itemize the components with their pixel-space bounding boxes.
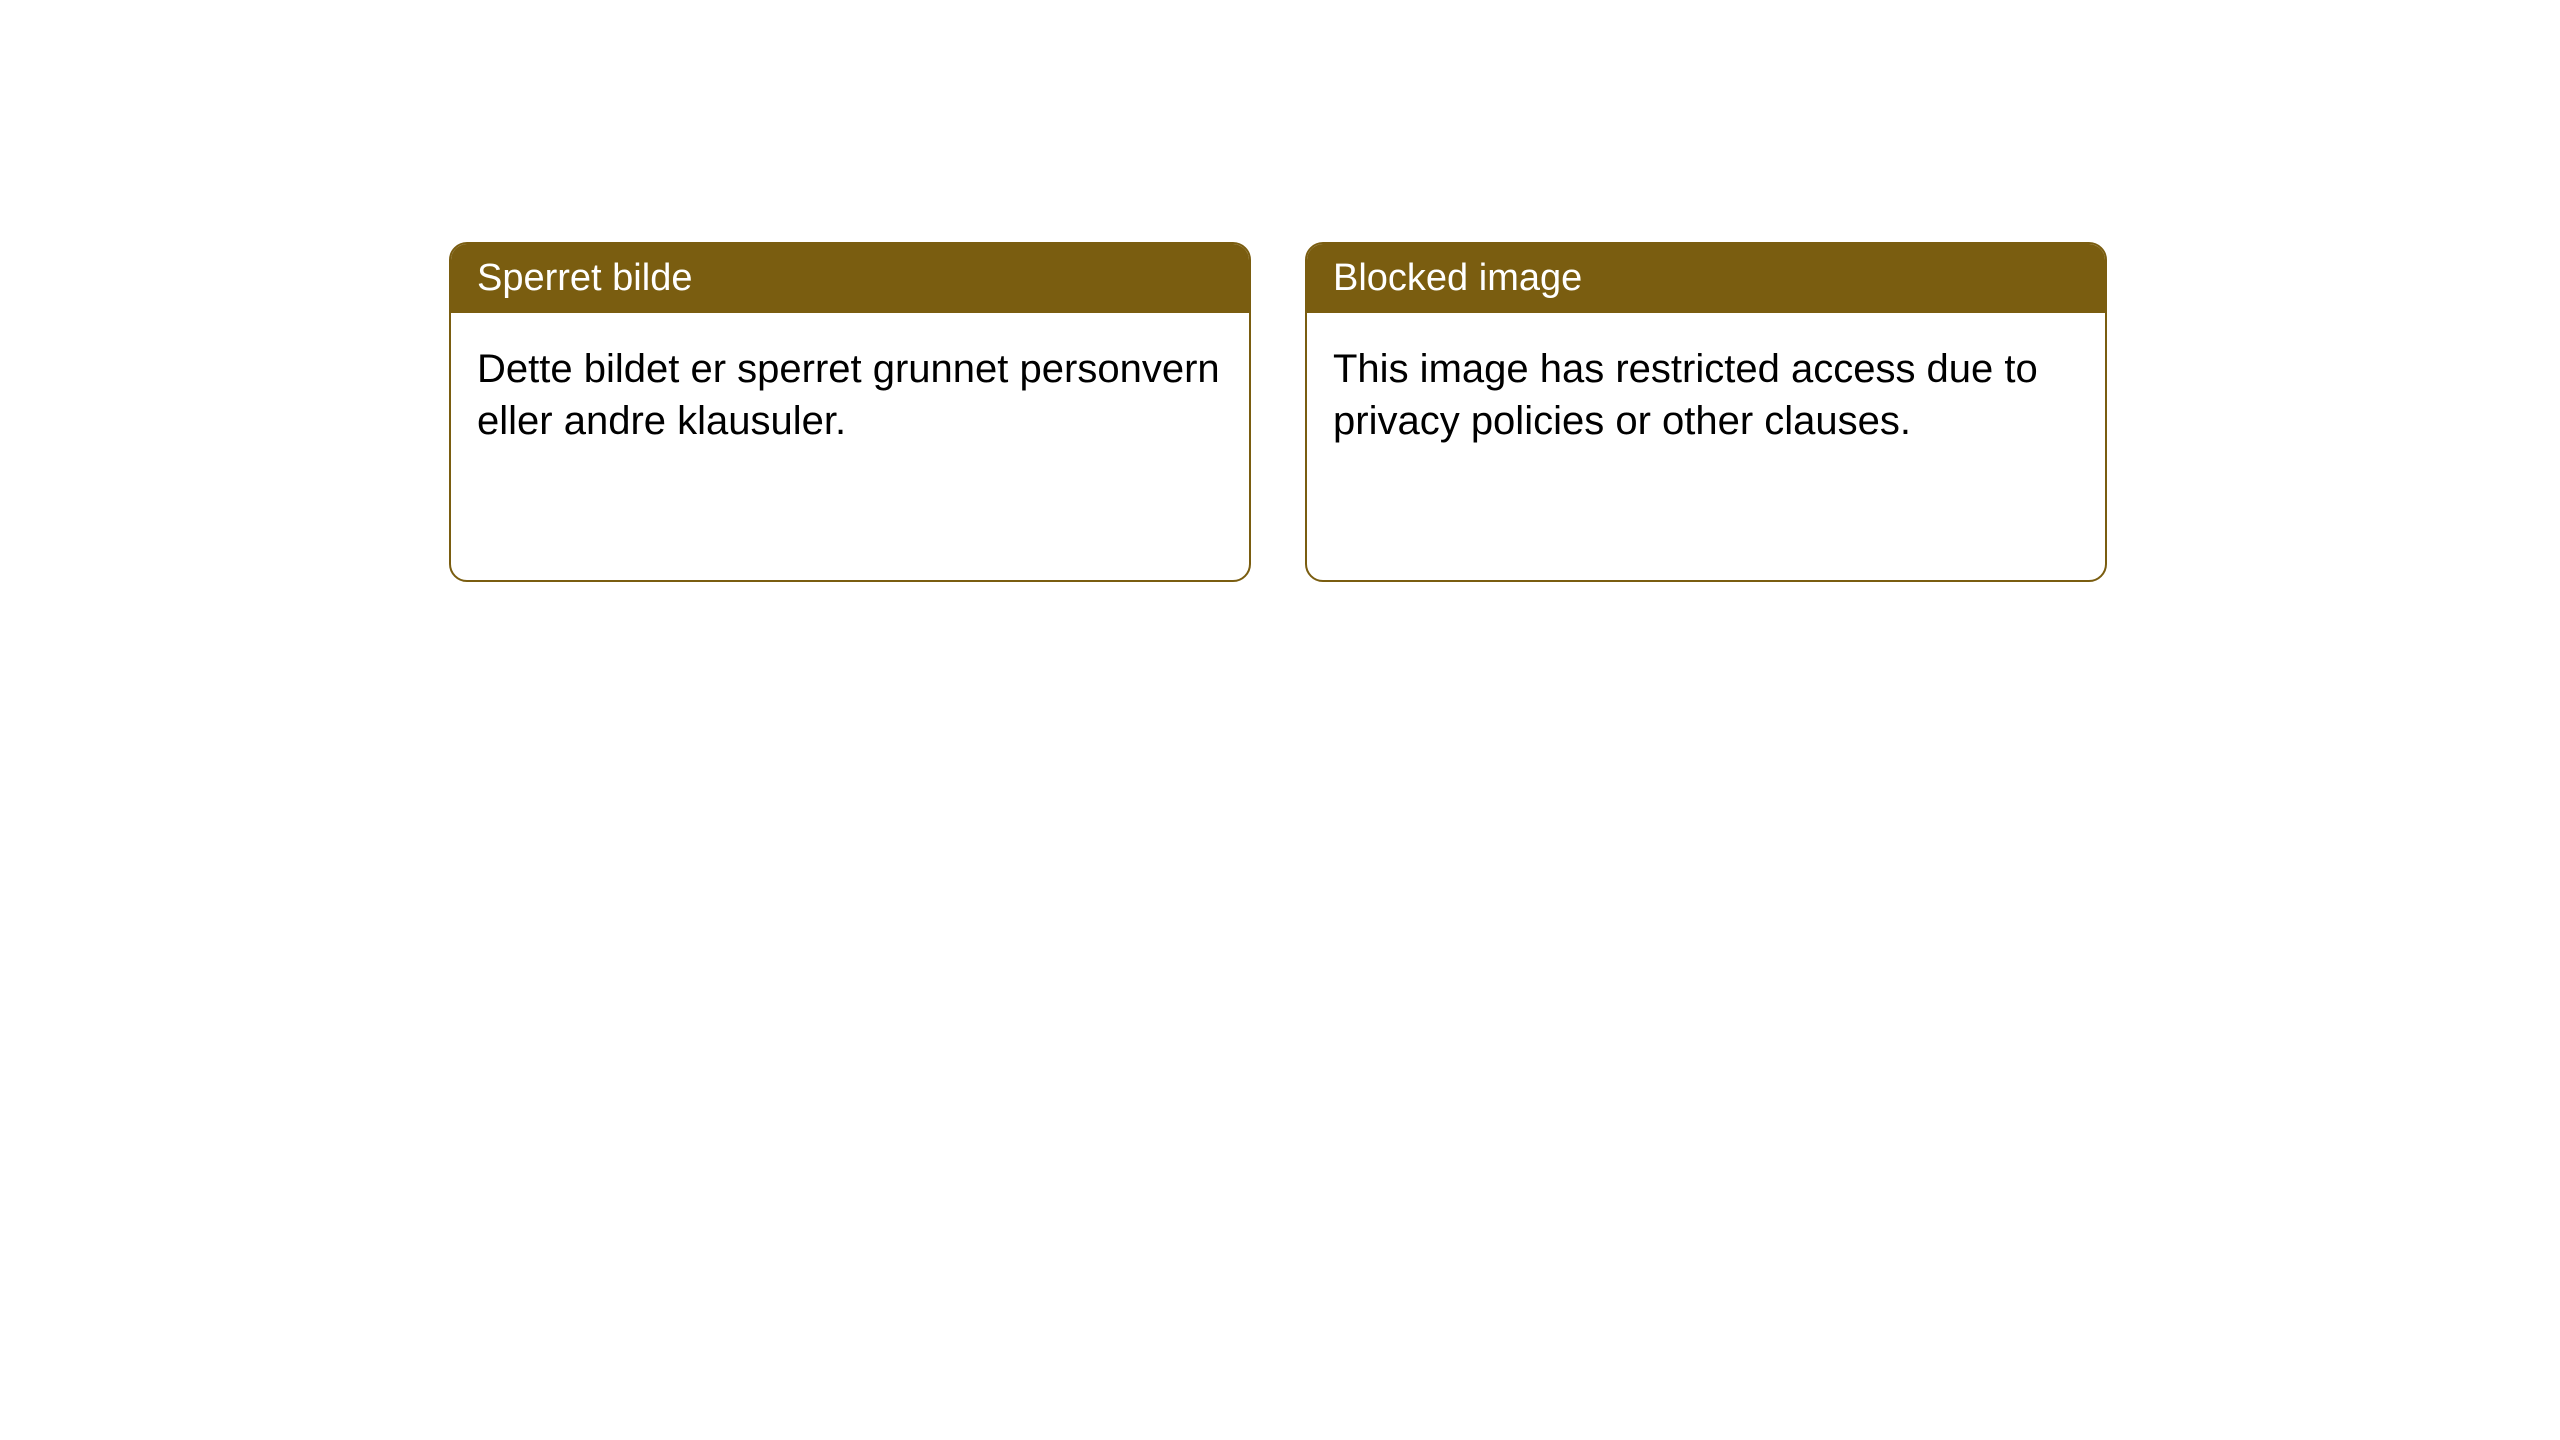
notice-container: Sperret bilde Dette bildet er sperret gr…	[449, 242, 2107, 582]
notice-header: Sperret bilde	[451, 244, 1249, 313]
notice-box-english: Blocked image This image has restricted …	[1305, 242, 2107, 582]
notice-body: This image has restricted access due to …	[1307, 313, 2105, 467]
notice-box-norwegian: Sperret bilde Dette bildet er sperret gr…	[449, 242, 1251, 582]
notice-body: Dette bildet er sperret grunnet personve…	[451, 313, 1249, 467]
notice-header: Blocked image	[1307, 244, 2105, 313]
